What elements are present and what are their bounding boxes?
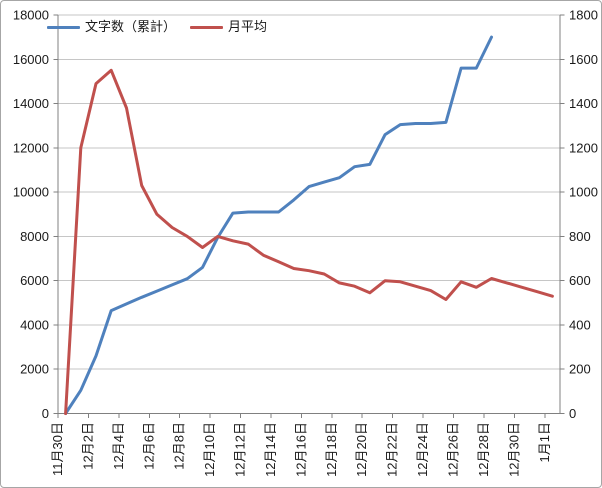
x-axis-tick-label: 12月26日 [446,422,461,477]
legend-swatch-monthly-average-line [190,25,224,29]
right-axis-tick-label: 1800 [569,8,598,23]
x-axis-tick-label: 12月24日 [415,422,430,477]
x-axis-tick-label: 11月30日 [50,422,65,476]
left-axis-tick-label: 4000 [20,317,49,332]
x-axis-tick-label: 12月28日 [476,422,491,477]
x-axis-tick-label: 12月20日 [354,422,369,477]
right-axis-tick-label: 1200 [569,140,598,155]
left-axis-tick-label: 14000 [13,96,49,111]
left-axis-tick-label: 12000 [13,140,49,155]
x-axis-tick-label: 12月12日 [233,422,248,477]
right-axis-tick-label: 1600 [569,52,598,67]
x-axis-tick-label: 12月30日 [506,422,521,477]
right-axis-tick-label: 400 [569,317,591,332]
series-line-monthly-average [64,68,554,415]
right-axis-tick-label: 200 [569,362,591,377]
left-axis-tick-label: 2000 [20,362,49,377]
legend-label-monthly-average: 月平均 [228,19,268,34]
left-axis-tick-label: 18000 [13,8,49,23]
right-axis-tick-label: 0 [569,406,576,421]
right-axis-tick-label: 1000 [569,185,598,200]
x-axis-tick-label: 12月16日 [293,422,308,477]
left-axis-tick-label: 8000 [20,229,49,244]
chart-legend: 文字数（累計） 月平均 [47,19,281,35]
x-axis-tick-label: 12月22日 [385,422,400,477]
legend-swatch-cumulative-line [47,25,80,29]
x-axis-tick-label: 12月18日 [324,422,339,477]
x-axis-tick-label: 12月10日 [202,422,217,477]
x-axis-tick-label: 12月6日 [141,422,156,470]
right-axis-tick-label: 1400 [569,96,598,111]
left-axis-tick-label: 0 [42,406,49,421]
x-axis-tick-label: 12月4日 [111,422,126,470]
series-line-cumulative [64,35,493,415]
left-axis-tick-label: 16000 [13,52,49,67]
left-axis-tick-label: 10000 [13,185,49,200]
right-axis-tick-label: 600 [569,273,591,288]
x-axis-tick-label: 12月2日 [80,422,95,470]
left-axis-tick-label: 6000 [20,273,49,288]
x-axis-tick-label: 12月8日 [172,422,187,470]
legend-label-cumulative: 文字数（累計） [85,19,177,34]
right-axis-tick-label: 800 [569,229,591,244]
x-axis-tick-label: 1月1日 [537,422,552,462]
x-axis-tick-label: 12月14日 [263,422,278,477]
